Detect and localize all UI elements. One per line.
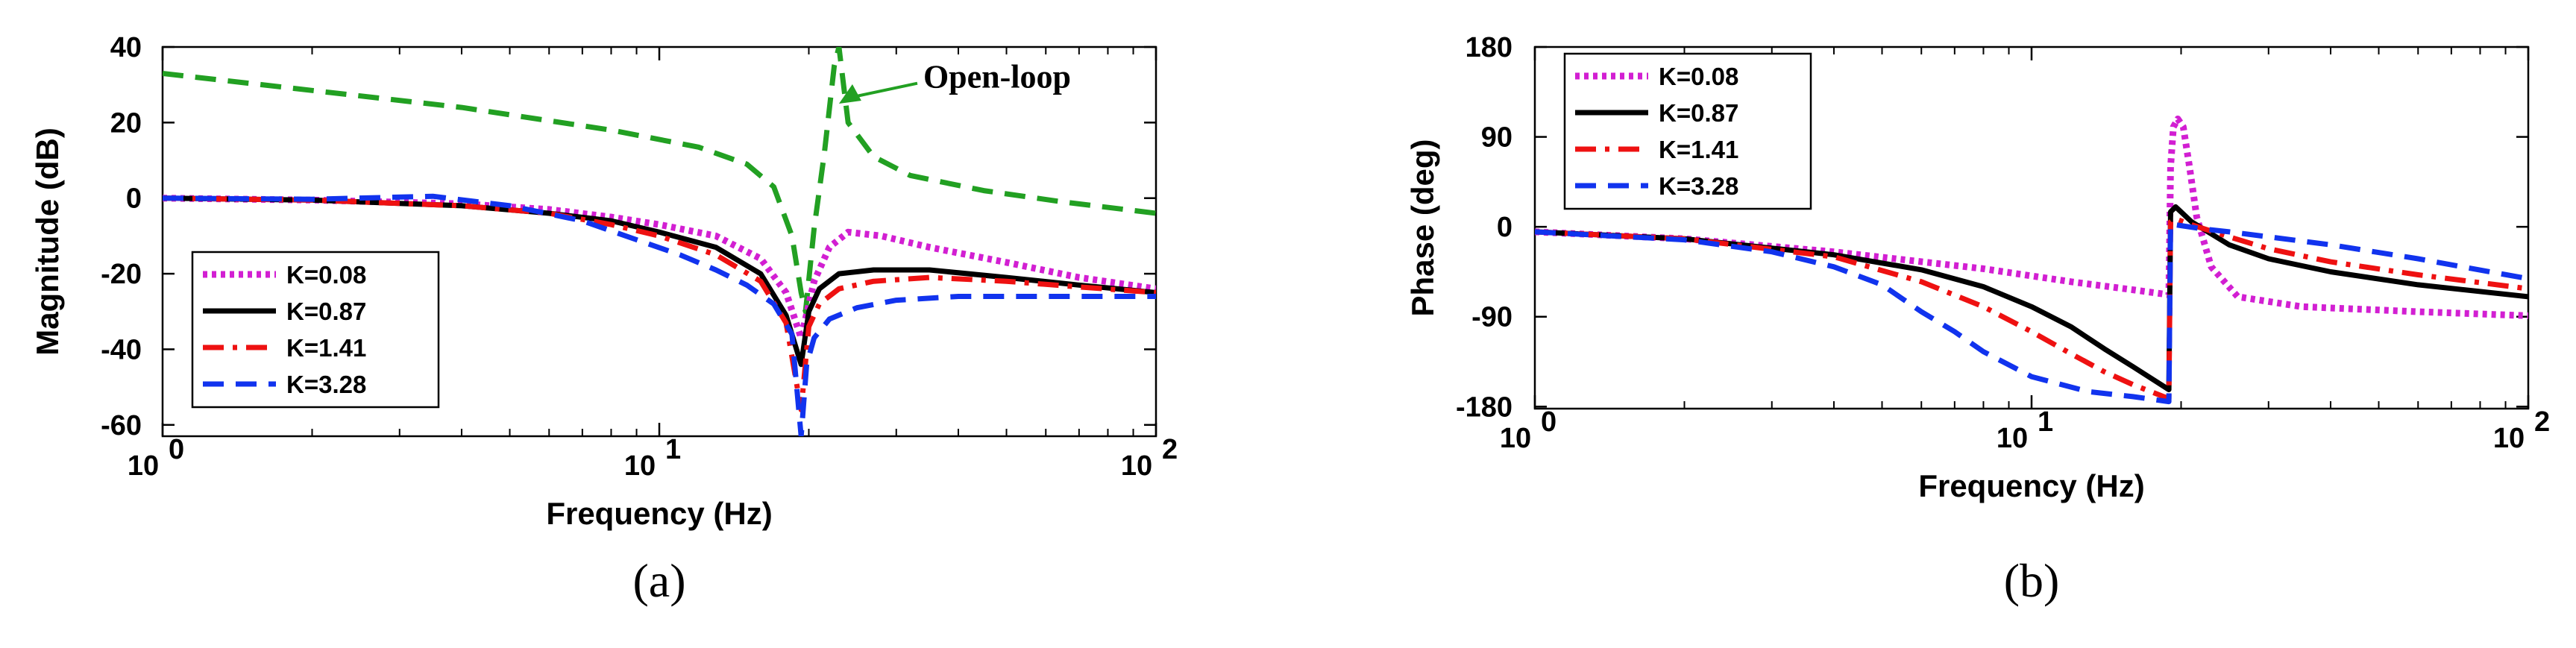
- y-tick-label: -180: [1456, 391, 1512, 423]
- chart-panel-phase: 10 0 10 1 10 2 180 90 0 -90 -180 Frequency (Hz) Phas…: [1405, 32, 2550, 607]
- y-tick-label: 0: [1497, 212, 1512, 243]
- legend-label: K=3.28: [1659, 172, 1738, 200]
- y-tick-label: 180: [1466, 32, 1512, 63]
- legend-label: K=0.87: [286, 298, 366, 325]
- legend-label: K=1.41: [286, 334, 366, 362]
- series-line-k-1-41: [1535, 216, 2528, 402]
- series-line-k-0-08: [163, 195, 1156, 342]
- x-tick-label: 10: [128, 450, 159, 482]
- y-tick-label: 20: [110, 107, 142, 139]
- x-tick-exponent: 2: [2534, 406, 2550, 438]
- legend: [1563, 52, 1812, 210]
- legend-label: K=1.41: [1659, 136, 1738, 163]
- x-tick-label: 10: [1500, 423, 1531, 454]
- legend: [191, 251, 440, 409]
- y-tick-label: 0: [126, 183, 142, 215]
- x-tick-exponent: 0: [169, 434, 184, 465]
- chart-panel-magnitude: 10 0 10 1 10 2 40 20 0 -20 -40 -60 Frequency (Hz) Mag…: [30, 32, 1178, 607]
- annotation-arrowhead: [838, 84, 861, 104]
- legend-label: K=0.87: [1659, 99, 1738, 127]
- y-tick-label: -90: [1471, 302, 1512, 333]
- y-tick-label: -60: [101, 410, 142, 441]
- annotation-open-loop: Open-loop: [923, 59, 1071, 95]
- x-tick-exponent: 1: [665, 434, 681, 465]
- series-line-k-0-87: [1535, 204, 2528, 392]
- x-tick-label: 10: [2493, 423, 2525, 454]
- y-tick-label: 90: [1481, 122, 1512, 154]
- x-tick-exponent: 1: [2038, 406, 2053, 438]
- y-tick-label: -20: [101, 259, 142, 290]
- x-tick-label: 10: [1121, 450, 1152, 482]
- x-axis-label: Frequency (Hz): [546, 496, 772, 531]
- panel-caption: (a): [632, 554, 685, 607]
- series-line-k-3-28: [1535, 221, 2528, 405]
- y-tick-label: 40: [110, 32, 142, 63]
- annotation-arrow: [849, 81, 918, 99]
- y-axis-label: Magnitude (dB): [30, 128, 65, 356]
- x-tick-exponent: 2: [1162, 434, 1178, 465]
- x-tick-label: 10: [624, 450, 656, 482]
- series-line-k-3-28: [163, 193, 1156, 436]
- series-line-open-loop: [163, 47, 1156, 315]
- y-tick-label: -40: [101, 334, 142, 365]
- x-axis-label: Frequency (Hz): [1918, 468, 2144, 503]
- legend-label: K=3.28: [286, 371, 366, 398]
- legend-label: K=0.08: [286, 261, 366, 289]
- y-axis-label: Phase (deg): [1405, 139, 1440, 316]
- legend-label: K=0.08: [1659, 63, 1738, 90]
- x-tick-label: 10: [1997, 423, 2028, 454]
- x-tick-exponent: 0: [1541, 406, 1556, 438]
- panel-caption: (b): [2004, 554, 2060, 607]
